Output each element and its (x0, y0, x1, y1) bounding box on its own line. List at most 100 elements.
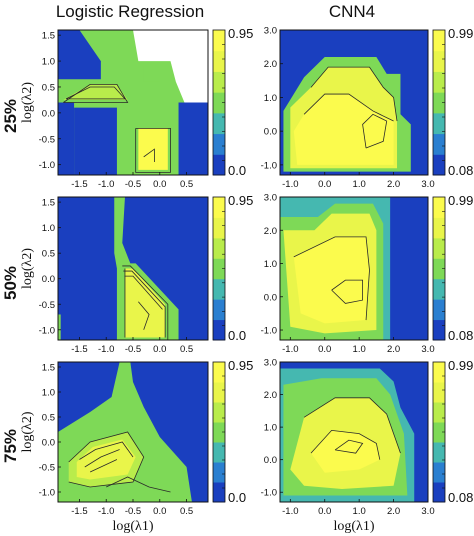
y-tick-label: 1.0 (264, 259, 277, 270)
colorbar-max-label: 0.99 (448, 358, 473, 373)
colorbar-band (433, 92, 445, 114)
colorbar-max-label: 0.95 (228, 358, 253, 373)
colorbar-band (433, 30, 445, 52)
colorbar-band (433, 278, 445, 300)
colorbar-band (213, 422, 225, 443)
colorbar-max-label: 0.95 (228, 26, 253, 41)
y-tick-label: 0.5 (42, 249, 55, 260)
x-tick-label: -1.0 (98, 506, 114, 517)
y-tick-label: -1.0 (261, 326, 277, 337)
x-tick-label: -1.0 (98, 344, 114, 355)
colorbar: 0.95 0.0 (212, 193, 253, 343)
colorbar-band (433, 362, 445, 383)
row-label-50: 50% (1, 266, 20, 300)
x-tick-label: 3.0 (421, 179, 434, 190)
x-tick-label: 2.0 (387, 179, 400, 190)
colorbar: 0.99 0.08 (432, 358, 473, 505)
y-tick-label: 0.5 (42, 413, 55, 424)
colorbar-band (213, 50, 225, 72)
contour-plot (280, 197, 428, 340)
contour-region (178, 102, 208, 175)
contour-line (135, 127, 171, 173)
contour-line (79, 441, 134, 460)
colorbar-band (433, 237, 445, 259)
contour-line (310, 429, 381, 460)
x-tick-label: 0.0 (318, 179, 331, 190)
colorbar: 0.95 0.0 (212, 26, 253, 178)
contour-plot (58, 30, 208, 175)
x-tick-label: 0.5 (180, 506, 193, 517)
row-label-25: 25% (1, 99, 20, 133)
y-tick-label: 1.5 (42, 363, 55, 374)
contour-plot (58, 197, 208, 340)
x-tick-label: 0.0 (153, 344, 166, 355)
colorbar-band (433, 382, 445, 403)
y-tick-label: -1.0 (39, 488, 55, 499)
contour-region (63, 84, 128, 100)
colorbar: 0.99 0.08 (432, 193, 473, 343)
colorbar-band (213, 402, 225, 423)
y-tick-label: 3.0 (264, 193, 277, 204)
y-tick-label: 0.0 (264, 455, 277, 466)
y-tick-label: -0.5 (39, 300, 55, 311)
colorbar: 0.95 0.0 (212, 358, 253, 505)
colorbar-band (433, 482, 445, 503)
colorbar-band (433, 319, 445, 341)
y-axis-label: log(λ2) (20, 82, 35, 123)
x-tick-label: 1.0 (353, 179, 366, 190)
panel-4: -1.0 -0.5 0.0 0.5 1.0 1.5 -1.5 -1.0 -0.5 0.0 0.5 lo… (20, 358, 253, 534)
x-tick-label: 0.5 (180, 344, 193, 355)
x-tick-label: 3.0 (421, 344, 434, 355)
x-tick-label: 0.0 (153, 179, 166, 190)
x-tick-label: 1.0 (353, 344, 366, 355)
colorbar-band (213, 71, 225, 93)
contour-region (124, 268, 166, 338)
colorbar-band (213, 133, 225, 155)
contour-region (138, 128, 168, 170)
colorbar-band (213, 482, 225, 503)
contour-line (65, 86, 126, 100)
y-tick-label: 1.5 (42, 31, 55, 42)
colorbar-band (433, 71, 445, 93)
x-tick-label: -1.0 (282, 506, 298, 517)
contour-line (362, 113, 388, 149)
contour-plot (280, 30, 428, 175)
contour-line (310, 66, 398, 122)
x-tick-label: 0.0 (318, 344, 331, 355)
colorbar-band (213, 442, 225, 463)
y-tick-label: -0.5 (39, 134, 55, 145)
contour-line (138, 301, 150, 330)
colorbar-band (213, 382, 225, 403)
y-tick-label: -1.0 (39, 325, 55, 336)
colorbar-min-label: 0.0 (228, 490, 246, 505)
plot-frame (279, 196, 429, 341)
colorbar-band (213, 258, 225, 280)
y-tick-label: 3.0 (264, 358, 277, 369)
colorbar-band (433, 50, 445, 72)
y-tick-label: 1.5 (42, 198, 55, 209)
contour-line (68, 431, 145, 488)
contour-region (58, 30, 101, 80)
x-tick-label: -0.5 (125, 506, 141, 517)
contour-region (58, 102, 75, 175)
contour-region (143, 66, 160, 82)
contour-line (63, 83, 129, 103)
y-tick-label: 2.0 (264, 226, 277, 237)
x-tick-label: 3.0 (421, 506, 434, 517)
panel-5: -1.0 0.0 1.0 2.0 3.0 -1.0 0.0 1.0 2.0 3.0 log(λ1) 0… (261, 358, 474, 535)
y-tick-label: 0.0 (42, 108, 55, 119)
colorbar-band (213, 30, 225, 52)
y-tick-label: -1.0 (261, 160, 277, 171)
colorbar-band (433, 258, 445, 280)
x-tick-label: -1.5 (71, 344, 87, 355)
contour-line (331, 279, 364, 304)
panel-2: -1.0 -0.5 0.0 0.5 1.0 1.5 -1.5 -1.0 -0.5 0.0 0.5 lo… (20, 193, 253, 355)
x-tick-label: 0.0 (318, 506, 331, 517)
colorbar-band (213, 237, 225, 259)
x-tick-label: -1.0 (282, 344, 298, 355)
panel-0: -1.0 -0.5 0.0 0.5 1.0 1.5 -1.5 -1.0 -0.5 0.0 0.5 lo… (20, 26, 253, 190)
contour-line (122, 265, 169, 340)
y-tick-label: 1.0 (42, 223, 55, 234)
colorbar-band (213, 92, 225, 114)
